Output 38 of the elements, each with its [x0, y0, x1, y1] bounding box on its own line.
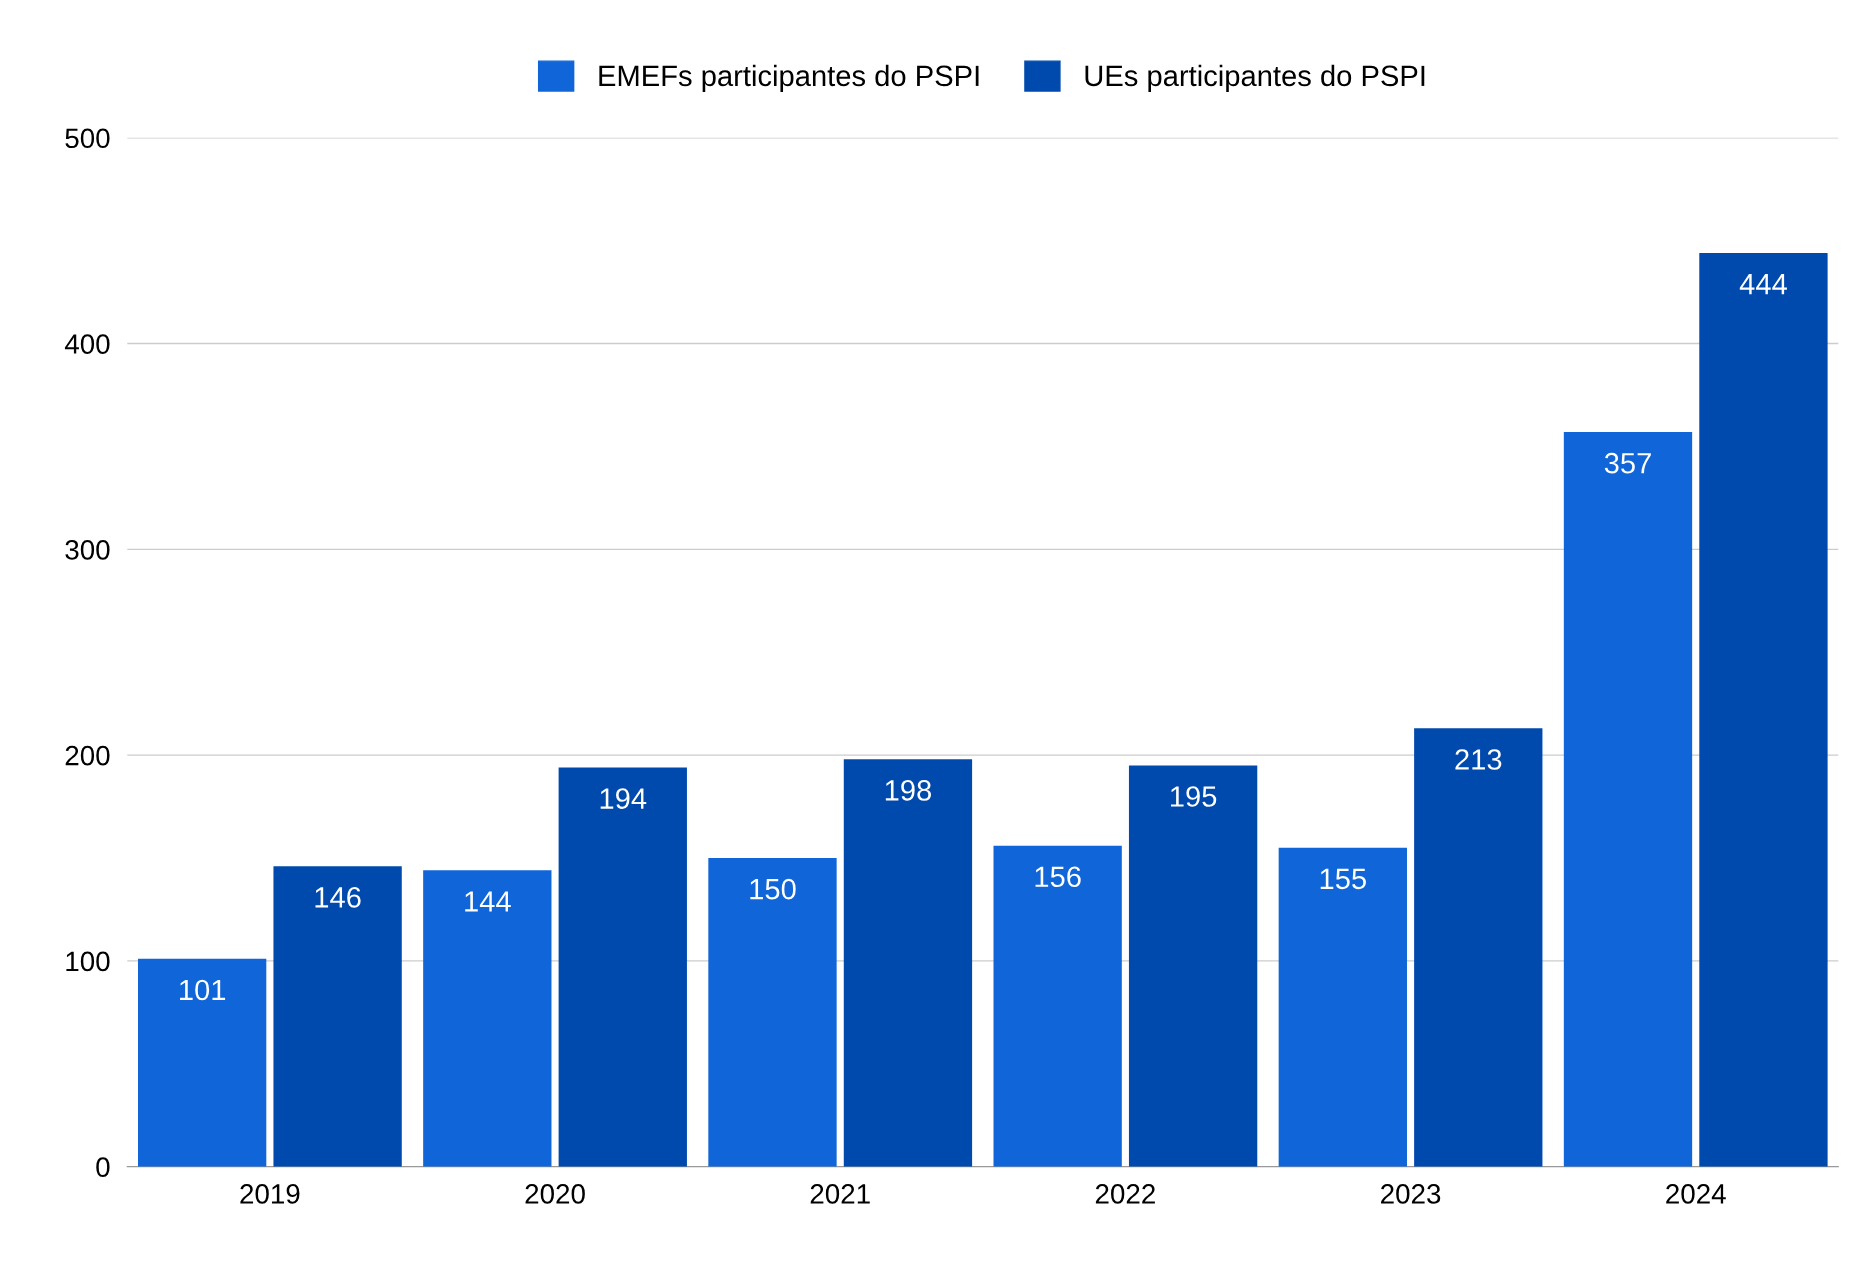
- bar: [993, 845, 1122, 1167]
- data-label: 146: [315, 887, 361, 908]
- x-tick-label: 2019: [240, 1184, 300, 1204]
- y-tick-label: 300: [65, 540, 110, 560]
- y-tick-label: 400: [64, 334, 110, 354]
- x-tick-label: 2022: [1095, 1184, 1155, 1204]
- bar: [558, 767, 687, 1167]
- y-tick-label: 100: [66, 951, 110, 972]
- data-label: 155: [1320, 868, 1366, 890]
- y-tick-label: 200: [65, 745, 110, 766]
- legend-label: UEs participantes do PSPI: [1085, 64, 1425, 92]
- y-tick-label: 0: [96, 1157, 110, 1178]
- bar: [1128, 765, 1258, 1167]
- data-label: 198: [885, 780, 932, 801]
- data-label: 144: [465, 891, 511, 912]
- data-label: 150: [750, 878, 796, 900]
- x-tick-label: 2020: [525, 1184, 585, 1204]
- bar: [423, 870, 552, 1167]
- bar: [1414, 728, 1543, 1167]
- data-label: 194: [600, 788, 647, 809]
- data-label: 444: [1739, 274, 1787, 295]
- bar: [843, 759, 973, 1167]
- x-tick-label: 2021: [810, 1184, 870, 1204]
- data-label: 156: [1035, 866, 1081, 888]
- legend-label: EMEFs participantes do PSPI: [599, 64, 979, 92]
- bar: [1563, 432, 1693, 1167]
- bar: [273, 866, 402, 1167]
- data-label: 101: [180, 979, 226, 1001]
- bar: [1278, 847, 1407, 1167]
- data-label: 195: [1171, 786, 1217, 807]
- data-label: 357: [1604, 452, 1651, 474]
- bar: [1699, 253, 1828, 1167]
- x-tick-label: 2024: [1666, 1184, 1726, 1204]
- y-tick-label: 500: [65, 128, 110, 149]
- bar: [137, 958, 267, 1167]
- bar: [708, 858, 837, 1167]
- x-tick-label: 2023: [1381, 1184, 1441, 1204]
- data-label: 213: [1455, 749, 1502, 770]
